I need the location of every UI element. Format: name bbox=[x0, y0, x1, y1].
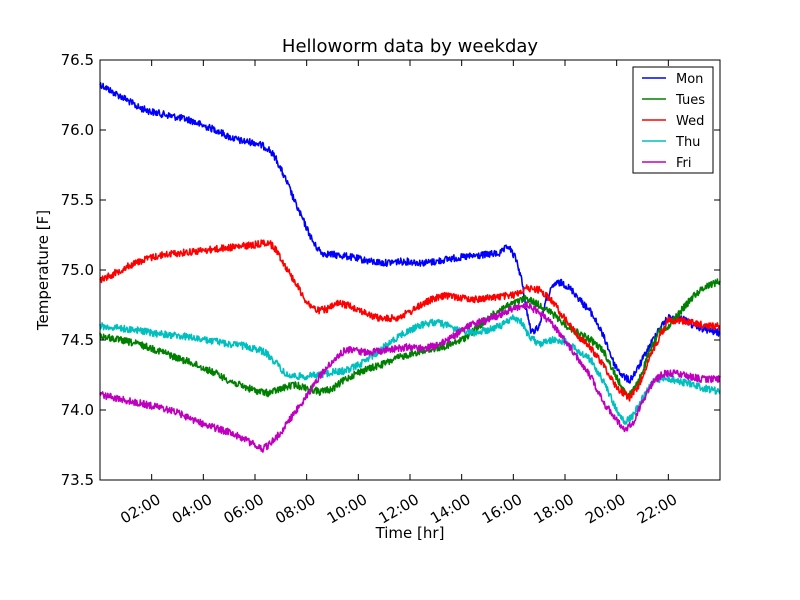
y-tick-label: 73.5 bbox=[61, 471, 94, 489]
legend-label-tues: Tues bbox=[675, 93, 705, 108]
y-tick-label: 74.5 bbox=[61, 331, 94, 349]
y-tick-label: 75.5 bbox=[61, 191, 94, 209]
series-line-tues bbox=[99, 278, 721, 400]
y-tick-label: 75.0 bbox=[61, 261, 94, 279]
series-line-mon bbox=[99, 82, 721, 384]
legend: Mon Tues Wed Thu Fri bbox=[632, 66, 714, 174]
y-tick-label: 76.0 bbox=[61, 121, 94, 139]
y-tick-label: 76.5 bbox=[61, 51, 94, 69]
chart-title: Helloworm data by weekday bbox=[282, 36, 539, 57]
series-line-thu bbox=[99, 314, 721, 425]
y-tick-label: 74.0 bbox=[61, 401, 94, 419]
series-line-wed bbox=[99, 239, 721, 402]
legend-label-wed: Wed bbox=[676, 114, 704, 129]
legend-label-thu: Thu bbox=[675, 135, 700, 150]
series-layer bbox=[99, 82, 721, 453]
legend-label-fri: Fri bbox=[676, 156, 692, 171]
x-axis-label: Time [hr] bbox=[375, 524, 445, 542]
legend-entries: Mon Tues Wed Thu Fri bbox=[642, 72, 705, 171]
y-axis-ticks: 73.5 74.0 74.5 75.0 75.5 76.0 76.5 bbox=[61, 51, 720, 489]
y-axis-label: Temperature [F] bbox=[34, 210, 52, 331]
legend-label-mon: Mon bbox=[676, 72, 703, 87]
series-line-fri bbox=[99, 301, 721, 453]
